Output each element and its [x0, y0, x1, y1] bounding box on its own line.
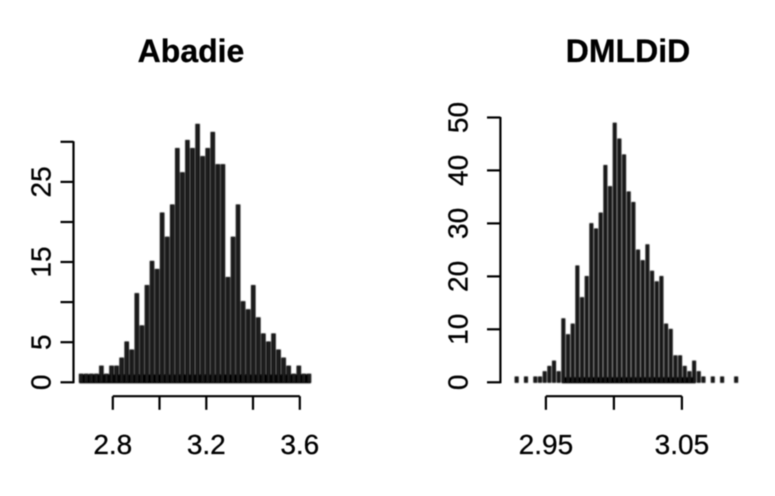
svg-text:3.05: 3.05: [655, 429, 710, 460]
svg-text:Abadie: Abadie: [138, 33, 245, 69]
svg-text:10: 10: [443, 314, 474, 345]
svg-text:2.8: 2.8: [93, 429, 132, 460]
svg-text:30: 30: [443, 208, 474, 239]
svg-text:DMLDiD: DMLDiD: [566, 33, 690, 69]
svg-text:40: 40: [443, 155, 474, 186]
svg-text:50: 50: [443, 102, 474, 133]
svg-text:2.95: 2.95: [519, 429, 574, 460]
svg-text:5: 5: [26, 334, 57, 350]
svg-text:20: 20: [443, 261, 474, 292]
svg-text:3.6: 3.6: [280, 429, 319, 460]
svg-text:3.2: 3.2: [187, 429, 226, 460]
svg-text:0: 0: [443, 375, 474, 391]
svg-text:15: 15: [26, 246, 57, 277]
svg-text:0: 0: [26, 375, 57, 391]
svg-text:25: 25: [26, 166, 57, 197]
